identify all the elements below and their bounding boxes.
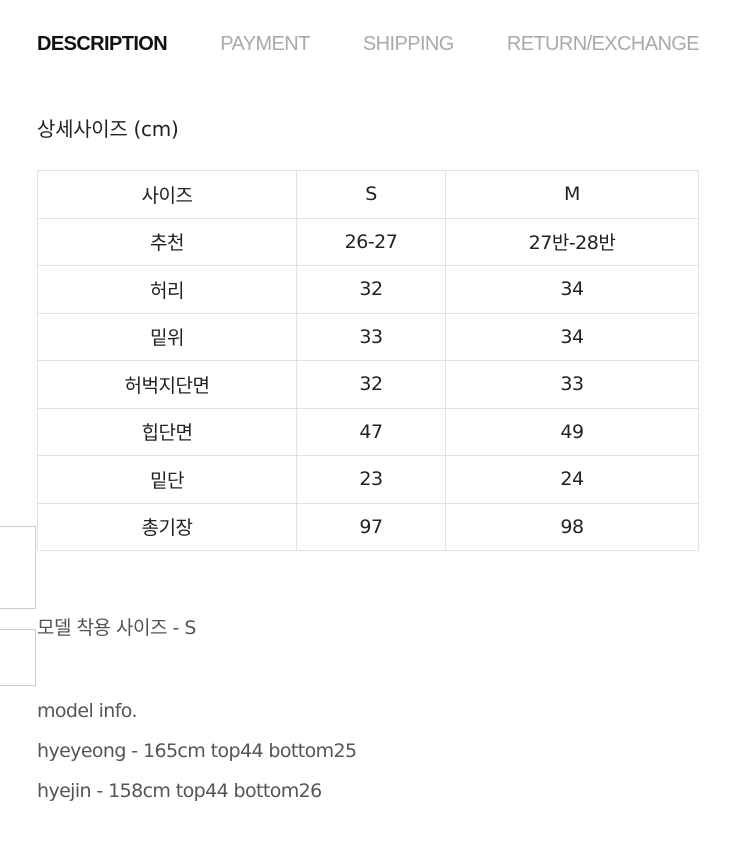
row-label: 허리: [37, 265, 297, 314]
table-row: 추천 26-27 27반-28반: [37, 217, 699, 266]
floating-side-button-top[interactable]: [0, 526, 36, 609]
size-detail-title: 상세사이즈 (cm): [37, 117, 179, 141]
table-row: 허벅지단면 32 33: [37, 360, 699, 409]
product-info-tabs: DESCRIPTION PAYMENT SHIPPING RETURN/EXCH…: [37, 31, 700, 57]
model-info-line: hyejin - 158cm top44 bottom26: [37, 780, 322, 802]
cell-s: 26-27: [296, 217, 446, 266]
table-row: 힙단면 47 49: [37, 407, 699, 456]
cell-s: 47: [296, 407, 446, 456]
size-table: 사이즈 S M 추천 26-27 27반-28반 허리 32 34 밑위 33 …: [37, 170, 699, 551]
table-row: 밑위 33 34: [37, 312, 699, 361]
model-info-block: model info. hyeyeong - 165cm top44 botto…: [37, 691, 357, 811]
table-row: 총기장 97 98: [37, 502, 699, 551]
tab-payment[interactable]: PAYMENT: [220, 32, 310, 55]
cell-m: 34: [445, 265, 699, 314]
tab-description[interactable]: DESCRIPTION: [37, 32, 168, 55]
model-fit-size-note: 모델 착용 사이즈 - S: [37, 617, 196, 639]
table-row: 허리 32 34: [37, 265, 699, 314]
cell-s: 33: [296, 312, 446, 361]
cell-s: 97: [296, 502, 446, 551]
header-size-label: 사이즈: [37, 170, 297, 219]
cell-m: 98: [445, 502, 699, 551]
cell-m: 34: [445, 312, 699, 361]
table-header-row: 사이즈 S M: [37, 170, 699, 219]
cell-m: 24: [445, 455, 699, 504]
floating-side-button-bottom[interactable]: [0, 629, 36, 686]
table-row: 밑단 23 24: [37, 455, 699, 504]
cell-m: 49: [445, 407, 699, 456]
row-label: 밑위: [37, 312, 297, 361]
row-label: 밑단: [37, 455, 297, 504]
row-label: 추천: [37, 217, 297, 266]
header-size-s: S: [296, 170, 446, 219]
header-size-m: M: [445, 170, 699, 219]
cell-s: 32: [296, 360, 446, 409]
cell-s: 23: [296, 455, 446, 504]
row-label: 허벅지단면: [37, 360, 297, 409]
cell-m: 27반-28반: [445, 217, 699, 266]
cell-s: 32: [296, 265, 446, 314]
model-info-line: hyeyeong - 165cm top44 bottom25: [37, 740, 357, 762]
tab-return-exchange[interactable]: RETURN/EXCHANGE: [506, 32, 700, 55]
cell-m: 33: [445, 360, 699, 409]
tab-shipping[interactable]: SHIPPING: [362, 32, 454, 55]
row-label: 총기장: [37, 502, 297, 551]
model-info-title: model info.: [37, 700, 138, 722]
row-label: 힙단면: [37, 407, 297, 456]
